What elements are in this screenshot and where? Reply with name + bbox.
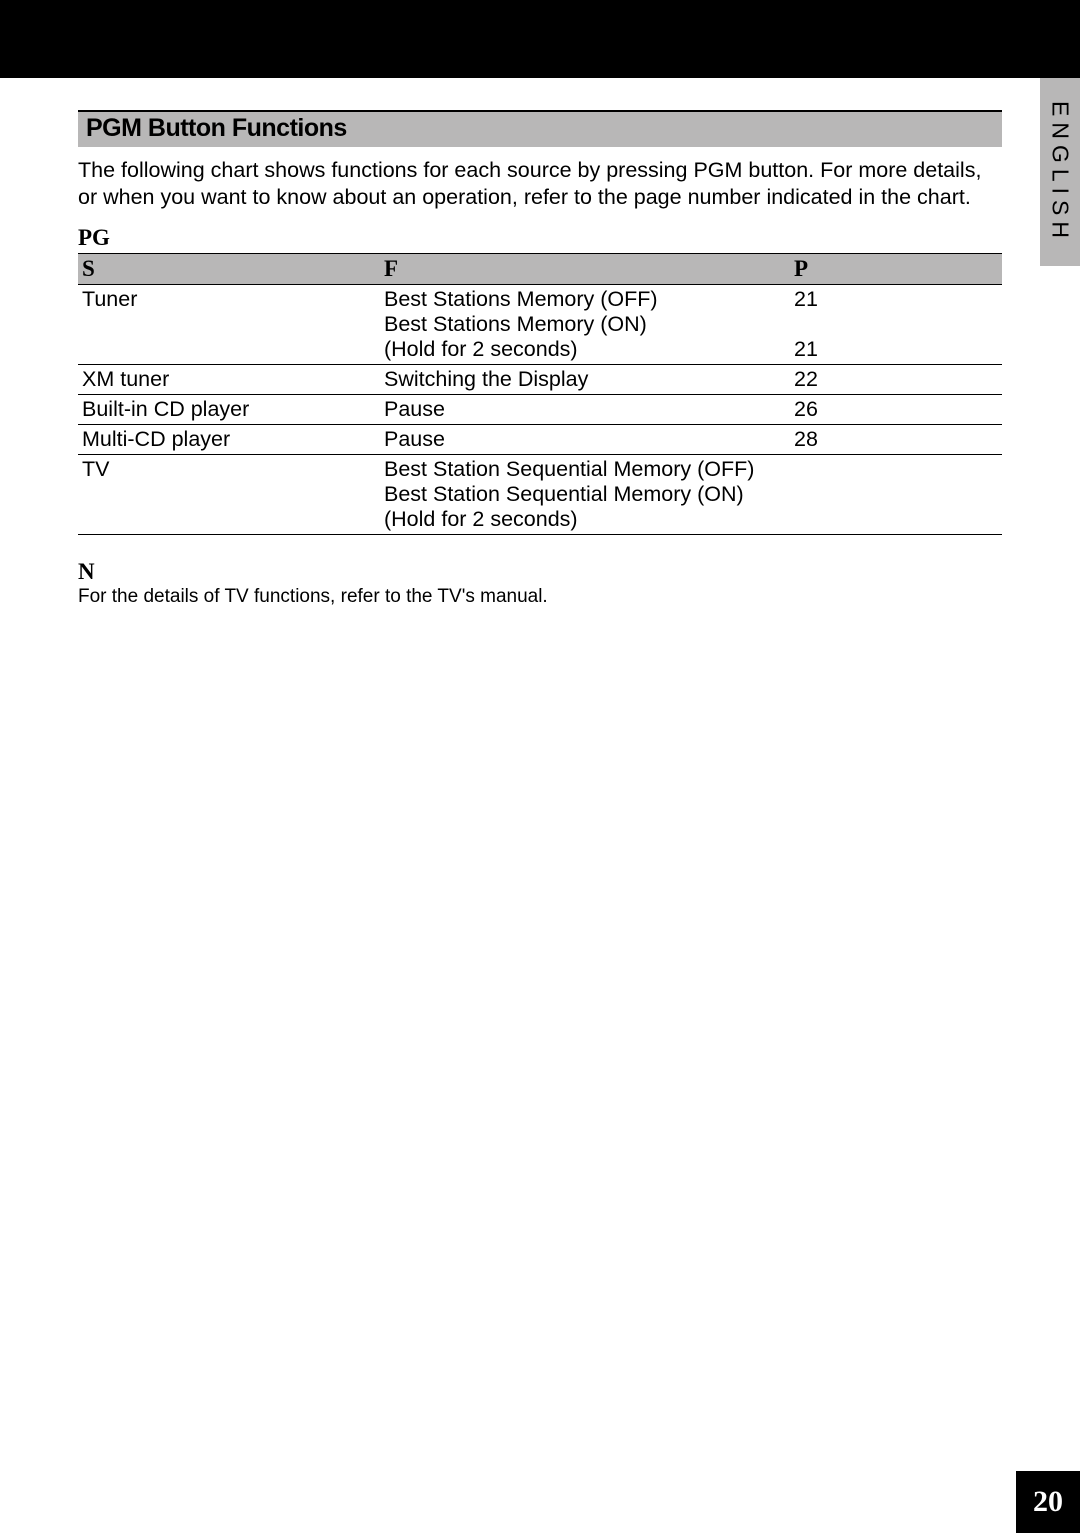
cell-source: TV	[78, 457, 380, 482]
table-body: TunerBest Stations Memory (OFF)21Best St…	[78, 285, 1002, 535]
intro-text: The following chart shows functions for …	[78, 157, 1002, 211]
cell-page	[790, 312, 1002, 337]
cell-page	[790, 457, 1002, 482]
cell-function-group: Switching the Display22	[380, 367, 1002, 392]
table-subheading: PG	[78, 225, 1002, 254]
cell-function-group: Pause28	[380, 427, 1002, 452]
table-row: XM tunerSwitching the Display22	[78, 365, 1002, 395]
table-header-row: S F P	[78, 254, 1002, 285]
cell-source: XM tuner	[78, 367, 380, 392]
cell-page	[790, 507, 1002, 532]
table-row: Multi-CD playerPause28	[78, 425, 1002, 455]
page-number: 20	[1033, 1485, 1063, 1519]
function-line: Best Station Sequential Memory (ON)	[380, 482, 1002, 507]
page-number-box: 20	[1016, 1471, 1080, 1533]
cell-source: Tuner	[78, 287, 380, 312]
cell-page: 22	[790, 367, 1002, 392]
cell-page	[790, 482, 1002, 507]
cell-function: Switching the Display	[380, 367, 790, 392]
function-line: Best Stations Memory (ON)	[380, 312, 1002, 337]
cell-function: Pause	[380, 427, 790, 452]
col-header-source: S	[78, 254, 380, 284]
cell-page: 21	[790, 337, 1002, 362]
cell-function-group: Pause26	[380, 397, 1002, 422]
col-header-function: F	[380, 254, 790, 284]
table-row: TunerBest Stations Memory (OFF)21Best St…	[78, 285, 1002, 365]
function-line: Best Station Sequential Memory (OFF)	[380, 457, 1002, 482]
cell-source: Built-in CD player	[78, 397, 380, 422]
cell-function: (Hold for 2 seconds)	[380, 507, 790, 532]
cell-function-group: Best Stations Memory (OFF)21Best Station…	[380, 287, 1002, 362]
cell-page: 26	[790, 397, 1002, 422]
function-line: (Hold for 2 seconds)	[380, 507, 1002, 532]
cell-source: Multi-CD player	[78, 427, 380, 452]
function-line: Pause28	[380, 427, 1002, 452]
cell-function-group: Best Station Sequential Memory (OFF)Best…	[380, 457, 1002, 532]
function-line: Best Stations Memory (OFF)21	[380, 287, 1002, 312]
cell-page: 21	[790, 287, 1002, 312]
col-header-page: P	[790, 254, 1002, 284]
function-line: Switching the Display22	[380, 367, 1002, 392]
function-line: (Hold for 2 seconds)21	[380, 337, 1002, 362]
cell-function: Best Stations Memory (ON)	[380, 312, 790, 337]
cell-function: Best Stations Memory (OFF)	[380, 287, 790, 312]
page-content: PGM Button Functions The following chart…	[0, 78, 1080, 609]
note-heading: N	[78, 559, 1002, 585]
note-text: For the details of TV functions, refer t…	[78, 585, 1002, 610]
cell-page: 28	[790, 427, 1002, 452]
cell-function: Best Station Sequential Memory (ON)	[380, 482, 790, 507]
cell-function: Best Station Sequential Memory (OFF)	[380, 457, 790, 482]
table-row: Built-in CD playerPause26	[78, 395, 1002, 425]
top-black-bar	[0, 0, 1080, 78]
cell-function: Pause	[380, 397, 790, 422]
table-row: TVBest Station Sequential Memory (OFF)Be…	[78, 455, 1002, 535]
section-title: PGM Button Functions	[86, 114, 994, 143]
cell-function: (Hold for 2 seconds)	[380, 337, 790, 362]
function-line: Pause26	[380, 397, 1002, 422]
section-title-bar: PGM Button Functions	[78, 110, 1002, 147]
